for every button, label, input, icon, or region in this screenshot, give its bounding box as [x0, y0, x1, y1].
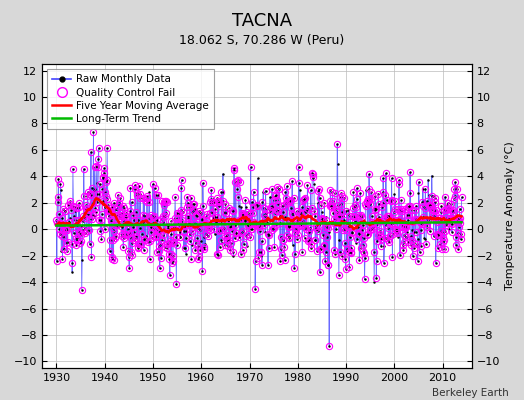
- Legend: Raw Monthly Data, Quality Control Fail, Five Year Moving Average, Long-Term Tren: Raw Monthly Data, Quality Control Fail, …: [47, 69, 214, 129]
- Text: Berkeley Earth: Berkeley Earth: [432, 388, 508, 398]
- Text: TACNA: TACNA: [232, 12, 292, 30]
- Y-axis label: Temperature Anomaly (°C): Temperature Anomaly (°C): [505, 142, 516, 290]
- Text: 18.062 S, 70.286 W (Peru): 18.062 S, 70.286 W (Peru): [179, 34, 345, 47]
